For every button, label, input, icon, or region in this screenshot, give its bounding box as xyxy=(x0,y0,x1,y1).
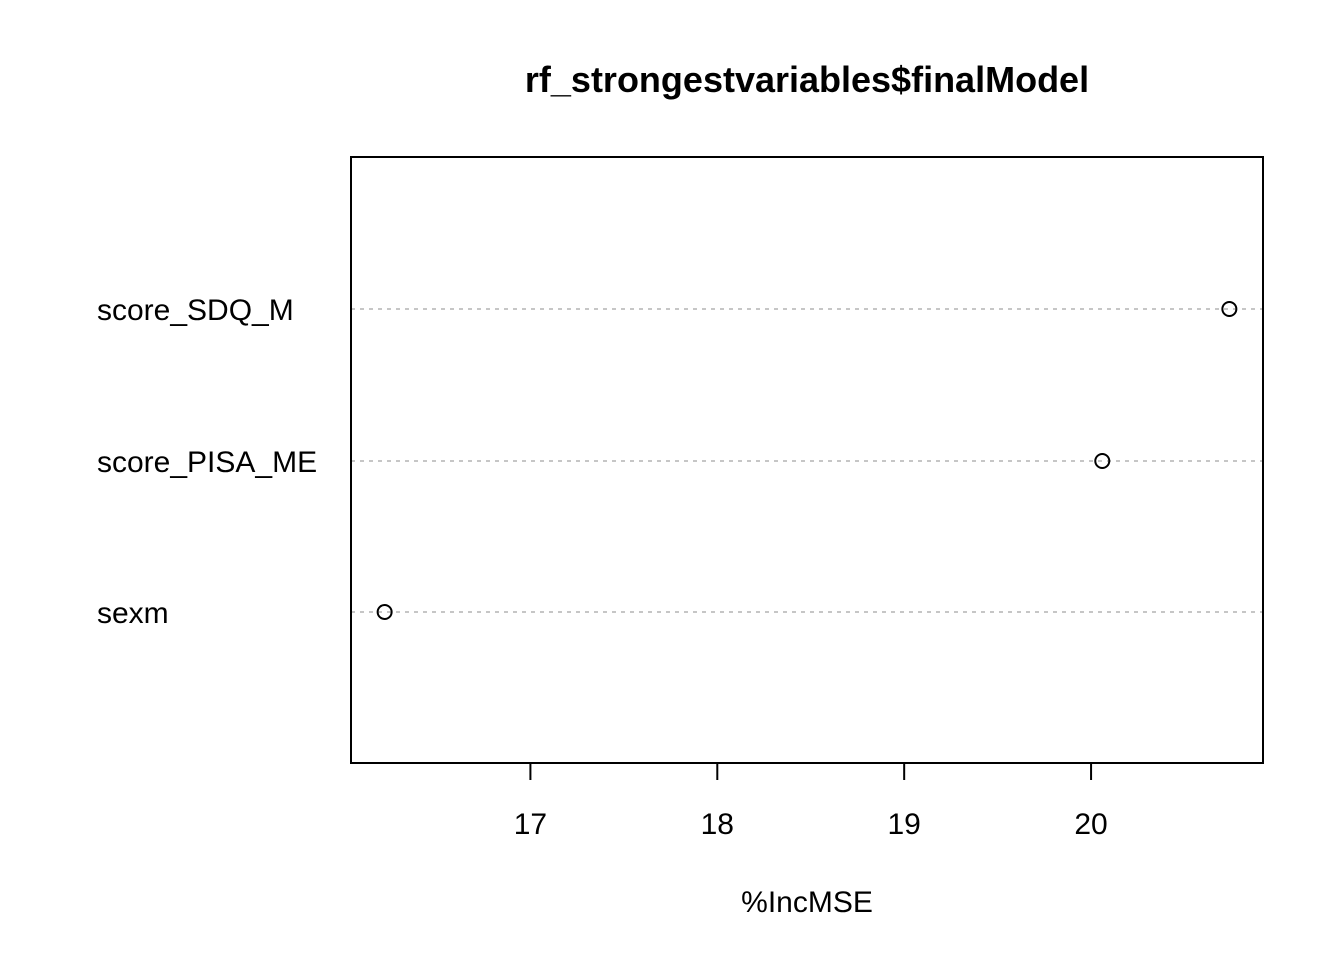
category-label: sexm xyxy=(97,597,169,630)
x-axis-label: %IncMSE xyxy=(741,886,873,919)
x-tick-label: 18 xyxy=(701,808,734,841)
chart-title: rf_strongestvariables$finalModel xyxy=(525,59,1089,100)
data-point-score-pisa-me xyxy=(1094,453,1111,469)
x-tick-label: 17 xyxy=(514,808,547,841)
category-label: score_PISA_ME xyxy=(97,446,317,479)
x-tick-label: 20 xyxy=(1074,808,1107,841)
plot-frame xyxy=(350,156,1264,764)
category-label: score_SDQ_M xyxy=(97,294,294,327)
x-tick-label: 19 xyxy=(887,808,920,841)
grid-lines xyxy=(351,308,1263,613)
data-points xyxy=(376,301,1238,620)
data-point-sexm xyxy=(376,604,393,620)
x-axis-ticks: 17 18 19 20 xyxy=(514,763,1108,841)
data-point-score-sdq-m xyxy=(1221,301,1238,317)
